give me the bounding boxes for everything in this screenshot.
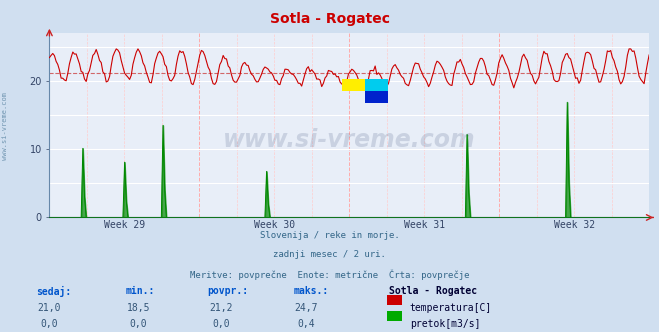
Text: temperatura[C]: temperatura[C]	[410, 303, 492, 313]
Bar	[342, 79, 365, 91]
Text: Meritve: povprečne  Enote: metrične  Črta: povprečje: Meritve: povprečne Enote: metrične Črta:…	[190, 269, 469, 280]
Text: www.si-vreme.com: www.si-vreme.com	[223, 128, 476, 152]
Text: 24,7: 24,7	[295, 303, 318, 313]
Text: 0,0: 0,0	[41, 319, 58, 329]
Text: 0,4: 0,4	[298, 319, 315, 329]
Text: Slovenija / reke in morje.: Slovenija / reke in morje.	[260, 231, 399, 240]
Text: 0,0: 0,0	[212, 319, 229, 329]
Text: zadnji mesec / 2 uri.: zadnji mesec / 2 uri.	[273, 250, 386, 259]
Text: sedaj:: sedaj:	[36, 286, 71, 296]
Text: Sotla - Rogatec: Sotla - Rogatec	[389, 286, 477, 295]
Text: 18,5: 18,5	[127, 303, 150, 313]
Bar	[365, 79, 387, 91]
Text: 21,2: 21,2	[209, 303, 233, 313]
Text: min.:: min.:	[125, 286, 155, 295]
Text: pretok[m3/s]: pretok[m3/s]	[410, 319, 480, 329]
Text: Sotla - Rogatec: Sotla - Rogatec	[270, 12, 389, 26]
Text: www.si-vreme.com: www.si-vreme.com	[2, 92, 9, 160]
Bar	[365, 91, 387, 103]
Text: 21,0: 21,0	[38, 303, 61, 313]
Text: maks.:: maks.:	[293, 286, 328, 295]
Text: 0,0: 0,0	[130, 319, 147, 329]
Text: povpr.:: povpr.:	[208, 286, 248, 295]
